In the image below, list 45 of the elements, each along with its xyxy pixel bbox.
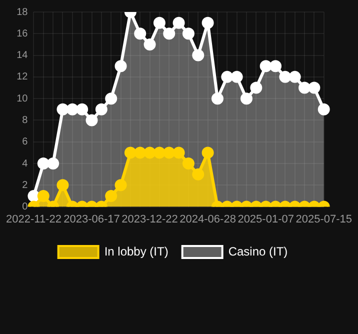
x-tick-label: 2025-01-07 bbox=[238, 213, 294, 226]
point bbox=[288, 70, 301, 83]
y-tick-label: 6 bbox=[22, 136, 28, 148]
legend-label: In lobby (IT) bbox=[104, 244, 168, 258]
point bbox=[182, 28, 194, 40]
point bbox=[56, 103, 69, 116]
y-tick-label: 10 bbox=[16, 93, 28, 104]
y-tick-label: 0 bbox=[22, 202, 28, 213]
point bbox=[144, 38, 156, 50]
point bbox=[230, 70, 243, 83]
point bbox=[163, 28, 176, 40]
point bbox=[114, 60, 127, 72]
point bbox=[105, 92, 118, 105]
x-tick-label: 2023-12-22 bbox=[122, 213, 178, 226]
legend-label: Casino (IT) bbox=[228, 244, 288, 258]
point bbox=[250, 82, 262, 94]
y-tick-label: 16 bbox=[16, 28, 28, 40]
point bbox=[211, 92, 224, 105]
point bbox=[270, 60, 282, 72]
y-tick-label: 18 bbox=[16, 6, 28, 18]
y-tick-label: 4 bbox=[22, 158, 28, 170]
point bbox=[66, 103, 78, 116]
point bbox=[76, 103, 88, 116]
point bbox=[318, 103, 330, 116]
point bbox=[260, 60, 272, 72]
point bbox=[279, 70, 292, 83]
y-tick-label: 2 bbox=[22, 180, 28, 191]
point bbox=[308, 82, 320, 94]
x-tick-label: 2024-06-28 bbox=[180, 213, 236, 226]
y-tick-label: 12 bbox=[16, 72, 28, 83]
point bbox=[172, 16, 185, 29]
x-tick-label: 2025-07-15 bbox=[296, 213, 352, 226]
point bbox=[240, 92, 252, 105]
point bbox=[298, 82, 311, 94]
point bbox=[86, 114, 98, 126]
x-tick-label: 2023-06-17 bbox=[64, 213, 120, 226]
point bbox=[202, 16, 214, 29]
point bbox=[221, 70, 234, 83]
point bbox=[134, 28, 146, 40]
point bbox=[153, 16, 166, 29]
point bbox=[95, 103, 108, 116]
point bbox=[192, 49, 204, 62]
y-tick-label: 8 bbox=[22, 114, 28, 126]
y-tick-label: 14 bbox=[16, 50, 28, 62]
x-tick-label: 2022-11-22 bbox=[6, 213, 62, 226]
